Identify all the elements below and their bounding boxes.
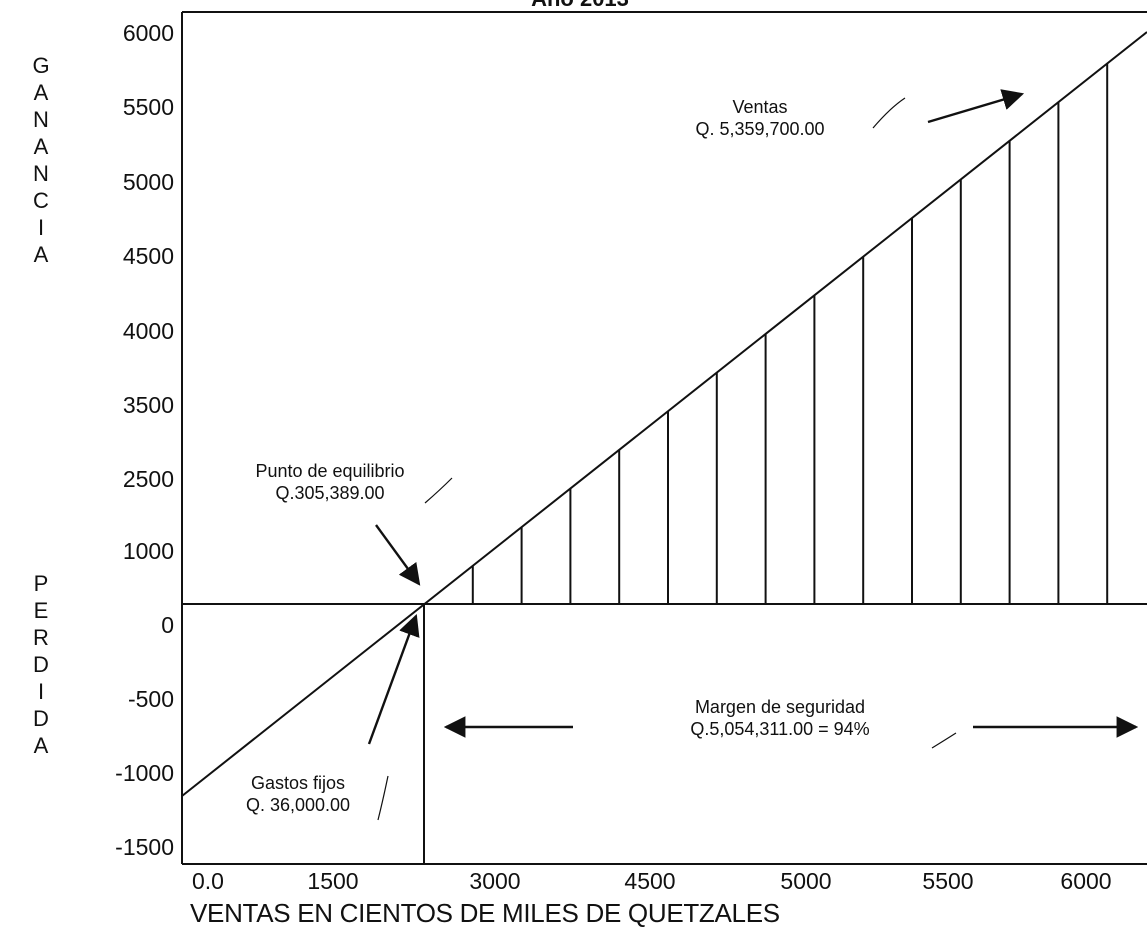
axis-letter: A [33, 134, 49, 159]
chart-title: Año 2013 [480, 0, 680, 12]
ventas-annotation: Ventas Q. 5,359,700.00 [640, 96, 880, 140]
y-tick: 1000 [122, 538, 174, 564]
margen-annotation: Margen de seguridad Q.5,054,311.00 = 94% [630, 696, 930, 740]
axis-letter: N [33, 161, 49, 186]
axis-letter: A [33, 80, 49, 105]
x-tick: 5000 [780, 868, 832, 894]
axis-letter: R [33, 625, 49, 650]
y-tick: 0 [161, 612, 174, 638]
x-tick: 4500 [624, 868, 676, 894]
y-tick: 2500 [122, 466, 174, 492]
gastos-tick [377, 775, 389, 821]
y-tick: 4000 [122, 318, 174, 344]
axis-letter: A [33, 242, 49, 267]
y-tick: -1500 [115, 834, 174, 860]
y-tick: -1000 [115, 760, 174, 786]
y-tick: -500 [127, 686, 174, 712]
x-axis-label: VENTAS EN CIENTOS DE MILES DE QUETZALES [190, 898, 780, 928]
equilibrio-value: Q.305,389.00 [275, 483, 385, 503]
ventas-tick [872, 97, 906, 129]
axis-letter: C [33, 188, 49, 213]
axis-letter: D [33, 652, 49, 677]
gastos-value: Q. 36,000.00 [245, 795, 351, 815]
equilibrio-label: Punto de equilibrio [255, 461, 405, 481]
equilibrio-tick [424, 477, 453, 504]
gastos-label: Gastos fijos [250, 773, 346, 793]
axis-letter: D [33, 706, 49, 731]
equilibrio-arrow [375, 524, 421, 586]
axis-letter: I [37, 679, 45, 704]
equilibrio-annotation: Punto de equilibrio Q.305,389.00 [205, 460, 455, 504]
x-tick: 1500 [307, 868, 359, 894]
ventas-label: Ventas [732, 97, 788, 117]
axis-letter: G [32, 53, 50, 78]
sales-line [181, 31, 1147, 797]
gastos-arrow [367, 613, 420, 745]
margen-label: Margen de seguridad [694, 697, 866, 717]
y-tick: 3500 [122, 392, 174, 418]
axis-letter: I [37, 215, 45, 240]
axis-letter: A [33, 733, 49, 758]
axis-letter: E [33, 598, 49, 623]
y-tick: 5000 [122, 169, 174, 195]
axis-letter: P [33, 571, 49, 596]
ventas-arrow [927, 89, 1025, 124]
y-tick: 5500 [122, 94, 174, 120]
x-tick: 5500 [922, 868, 974, 894]
ventas-value: Q. 5,359,700.00 [695, 119, 825, 139]
x-tick: 0.0 [192, 868, 224, 894]
x-tick: 3000 [469, 868, 521, 894]
margen-value: Q.5,054,311.00 = 94% [690, 719, 870, 739]
x-tick: 6000 [1060, 868, 1112, 894]
y-tick: 4500 [122, 243, 174, 269]
y-tick: 6000 [122, 20, 174, 46]
gastos-annotation: Gastos fijos Q. 36,000.00 [208, 772, 388, 816]
axis-letter: N [33, 107, 49, 132]
margen-tick [931, 732, 957, 749]
